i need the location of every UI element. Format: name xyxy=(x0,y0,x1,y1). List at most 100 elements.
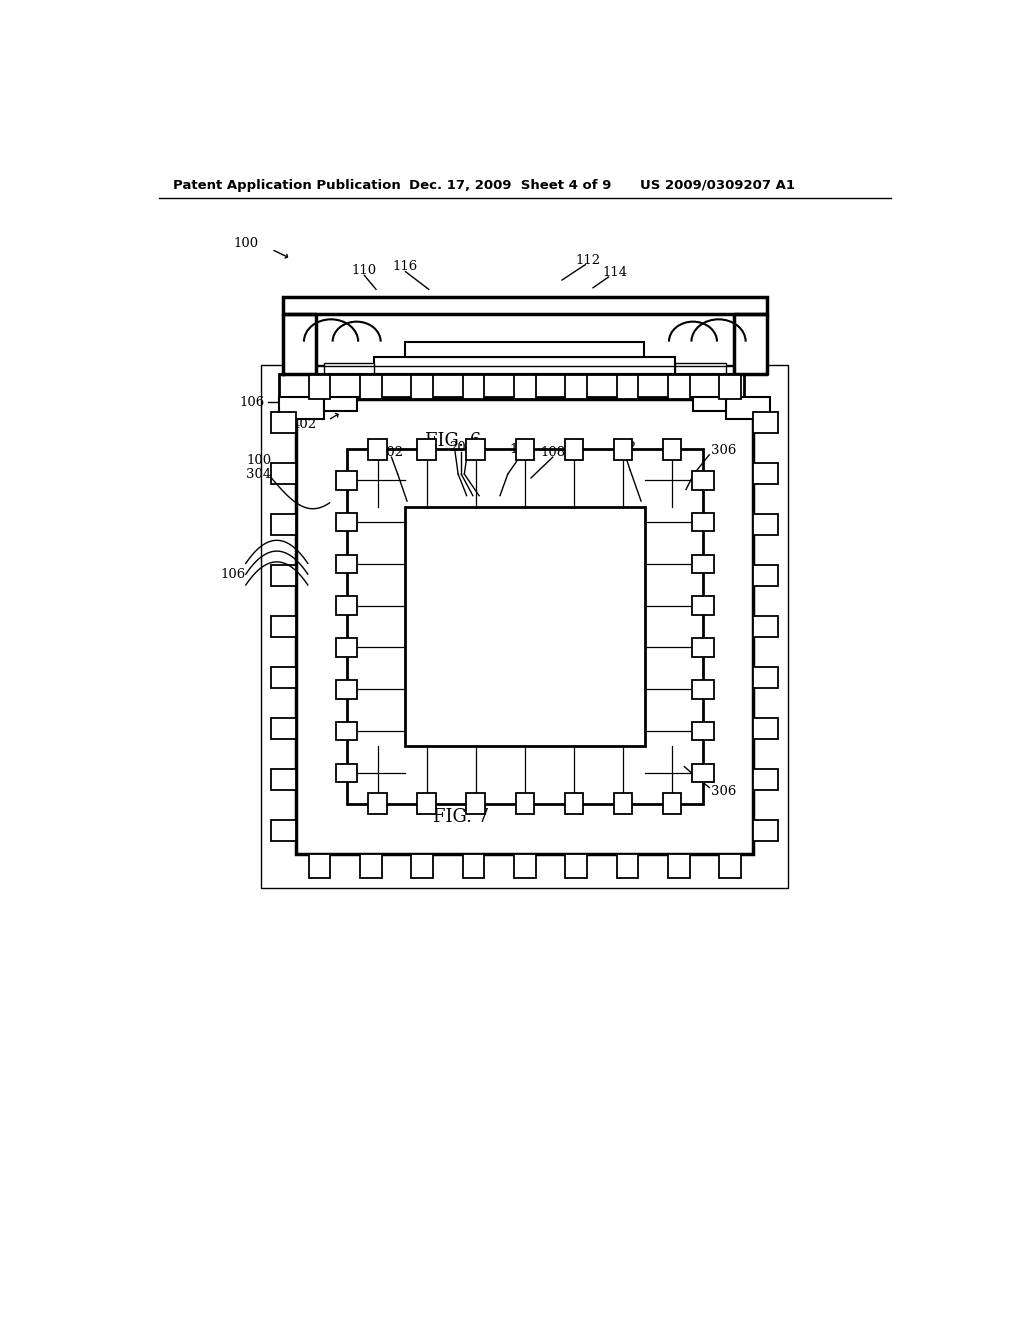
Text: 106: 106 xyxy=(240,396,265,409)
Bar xyxy=(514,854,536,878)
Text: 100: 100 xyxy=(233,236,258,249)
Bar xyxy=(754,513,778,536)
Bar xyxy=(692,763,714,781)
Bar xyxy=(616,854,638,878)
Text: US 2009/0309207 A1: US 2009/0309207 A1 xyxy=(640,178,795,191)
Bar xyxy=(692,597,714,615)
Text: 304: 304 xyxy=(246,467,271,480)
Text: 402: 402 xyxy=(379,446,404,459)
Bar xyxy=(412,375,433,400)
Bar xyxy=(663,438,681,461)
Bar xyxy=(515,793,535,814)
Bar xyxy=(692,512,714,531)
Bar xyxy=(359,854,382,878)
Bar xyxy=(406,342,644,358)
Text: FIG. 7: FIG. 7 xyxy=(433,808,489,825)
Bar xyxy=(726,397,770,418)
Bar xyxy=(271,616,296,638)
Text: 106: 106 xyxy=(220,568,246,581)
Bar xyxy=(515,438,535,461)
Polygon shape xyxy=(283,314,315,374)
Bar xyxy=(613,438,632,461)
Bar xyxy=(280,397,324,418)
Bar xyxy=(514,375,536,400)
Bar xyxy=(668,375,690,400)
Bar xyxy=(404,507,645,746)
Text: 108: 108 xyxy=(540,446,565,459)
Bar xyxy=(261,364,788,888)
Bar xyxy=(754,667,778,688)
Bar xyxy=(296,400,754,854)
Bar xyxy=(336,597,357,615)
Bar xyxy=(336,680,357,698)
Bar xyxy=(719,375,741,400)
Bar xyxy=(663,793,681,814)
Bar xyxy=(754,616,778,638)
Text: 116: 116 xyxy=(509,444,535,455)
Bar xyxy=(336,512,357,531)
Text: 110: 110 xyxy=(352,264,377,277)
Bar xyxy=(466,438,485,461)
Bar xyxy=(271,667,296,688)
Bar xyxy=(308,375,331,400)
Bar xyxy=(692,680,714,698)
Bar xyxy=(754,768,778,791)
Bar xyxy=(280,374,744,397)
Bar xyxy=(692,471,714,490)
Bar xyxy=(463,375,484,400)
Bar xyxy=(564,793,584,814)
Bar xyxy=(271,513,296,536)
Text: 100: 100 xyxy=(246,454,271,467)
Bar xyxy=(308,854,331,878)
Bar xyxy=(375,356,675,374)
Bar xyxy=(565,375,587,400)
Bar xyxy=(418,438,436,461)
Text: 306: 306 xyxy=(711,785,736,797)
Polygon shape xyxy=(734,314,767,374)
Text: 112: 112 xyxy=(611,441,637,454)
Bar xyxy=(271,718,296,739)
Bar xyxy=(271,412,296,433)
Bar xyxy=(271,565,296,586)
Bar xyxy=(754,718,778,739)
Text: 116: 116 xyxy=(393,260,418,273)
Bar xyxy=(412,854,433,878)
Bar xyxy=(675,363,726,374)
Text: 204: 204 xyxy=(449,441,474,454)
Bar xyxy=(754,412,778,433)
Bar xyxy=(283,297,767,314)
Bar xyxy=(719,854,741,878)
Bar xyxy=(369,438,387,461)
Bar xyxy=(616,375,638,400)
Bar xyxy=(324,363,375,374)
Bar xyxy=(359,375,382,400)
Bar xyxy=(692,722,714,741)
Bar xyxy=(418,793,436,814)
Bar xyxy=(692,639,714,657)
Bar xyxy=(346,450,703,804)
Bar xyxy=(271,820,296,841)
Bar xyxy=(565,854,587,878)
Bar xyxy=(692,554,714,573)
Bar xyxy=(613,793,632,814)
Bar xyxy=(336,639,357,657)
Text: 112: 112 xyxy=(575,253,601,267)
Bar xyxy=(271,463,296,484)
Bar xyxy=(336,722,357,741)
Bar xyxy=(271,768,296,791)
Bar xyxy=(336,471,357,490)
Text: Dec. 17, 2009  Sheet 4 of 9: Dec. 17, 2009 Sheet 4 of 9 xyxy=(409,178,611,191)
Bar xyxy=(754,463,778,484)
Bar xyxy=(564,438,584,461)
Bar xyxy=(324,397,356,411)
Text: 114: 114 xyxy=(602,265,628,279)
Text: 402: 402 xyxy=(292,417,317,430)
Bar xyxy=(693,397,726,411)
Bar xyxy=(668,854,690,878)
Text: FIG. 6: FIG. 6 xyxy=(425,432,481,450)
Bar xyxy=(369,793,387,814)
Bar xyxy=(754,820,778,841)
Bar xyxy=(336,763,357,781)
Bar xyxy=(336,554,357,573)
Text: Patent Application Publication: Patent Application Publication xyxy=(173,178,400,191)
